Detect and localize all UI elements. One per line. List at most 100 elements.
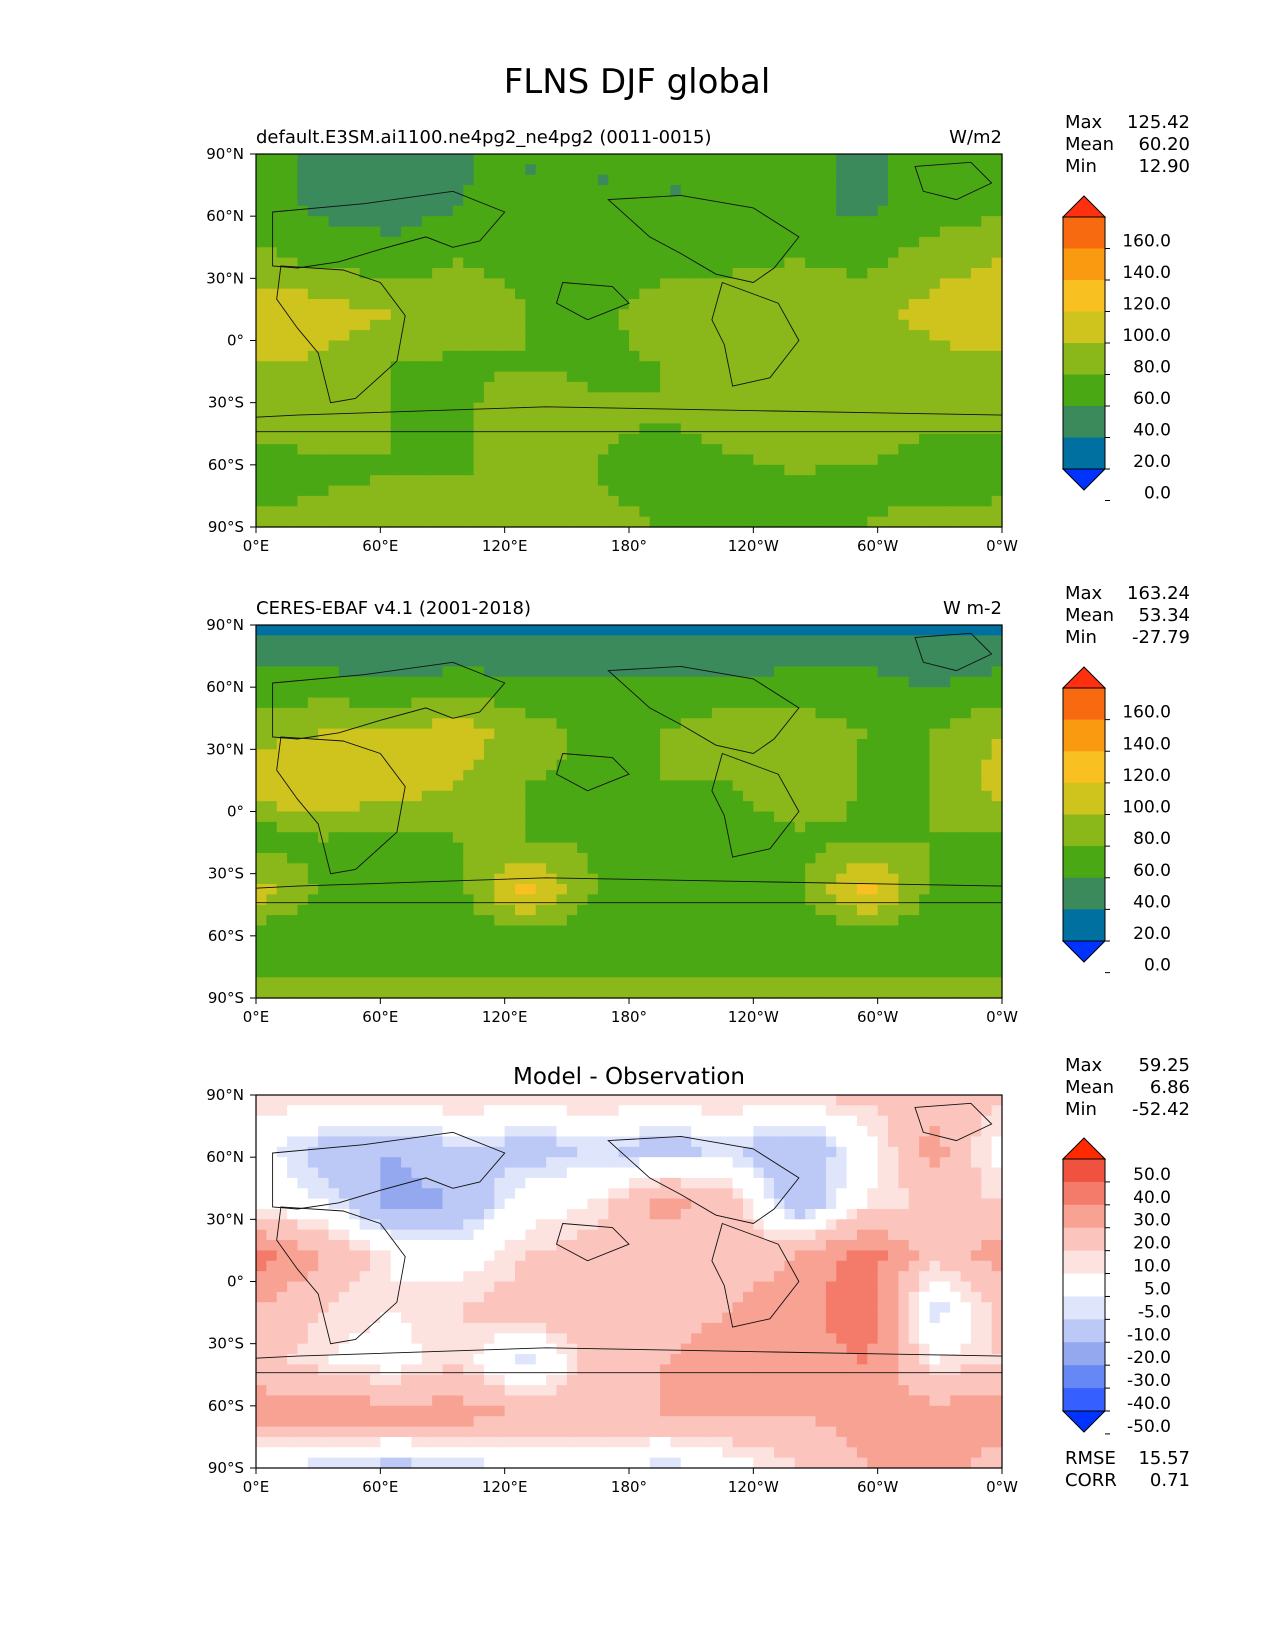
contour-cell: [266, 236, 278, 248]
contour-cell: [328, 925, 340, 937]
contour-cell: [846, 164, 858, 176]
contour-cell: [939, 309, 951, 321]
contour-cell: [380, 288, 392, 300]
contour-cell: [836, 350, 848, 362]
contour-cell: [452, 257, 464, 269]
contour-cell: [515, 738, 526, 750]
contour-cell: [919, 915, 931, 927]
contour-cell: [950, 350, 962, 362]
contour-cell: [929, 516, 941, 528]
contour-cell: [297, 666, 309, 678]
contour-cell: [307, 195, 319, 207]
contour-cell: [577, 832, 589, 844]
contour-cell: [888, 925, 899, 937]
contour-cell: [970, 288, 982, 300]
contour-cell: [266, 894, 278, 906]
contour-cell: [297, 309, 309, 321]
contour-cell: [805, 635, 817, 647]
contour-cell: [711, 821, 723, 833]
contour-cell: [774, 299, 786, 311]
contour-cell: [981, 267, 993, 279]
contour-cell: [535, 749, 547, 761]
contour-cell: [836, 811, 848, 823]
contour-cell: [981, 935, 993, 947]
contour-cell: [784, 821, 796, 833]
contour-cell: [960, 402, 972, 414]
contour-cell: [981, 707, 993, 719]
contour-cell: [867, 267, 879, 279]
contour-cell: [763, 454, 775, 466]
contour-cell: [566, 485, 578, 497]
contour-cell: [846, 842, 858, 854]
contour-cell: [836, 516, 848, 528]
contour-cell: [856, 475, 868, 487]
contour-cell: [287, 728, 299, 740]
contour-cell: [950, 516, 962, 528]
contour-cell: [774, 832, 786, 844]
contour-cell: [587, 728, 599, 740]
contour-cell: [753, 873, 765, 885]
contour-cell: [276, 625, 288, 636]
contour-cell: [649, 330, 661, 342]
contour-cell: [763, 728, 775, 740]
contour-cell: [639, 205, 651, 217]
contour-cell: [939, 801, 951, 813]
contour-cell: [898, 216, 910, 228]
contour-cell: [452, 625, 464, 636]
contour-cell: [556, 645, 568, 657]
contour-cell: [929, 257, 941, 269]
contour-cell: [639, 506, 651, 518]
contour-cell: [639, 904, 651, 916]
contour-cell: [483, 278, 495, 290]
contour-cell: [266, 676, 278, 688]
contour-cell: [784, 925, 796, 937]
contour-cell: [266, 278, 278, 290]
contour-cell: [349, 625, 361, 636]
contour-cell: [981, 216, 993, 228]
contour-cell: [328, 832, 340, 844]
contour-cell: [856, 625, 868, 636]
contour-cell: [287, 759, 299, 771]
contour-cell: [970, 433, 982, 445]
contour-cell: [929, 350, 941, 362]
contour-cell: [784, 205, 796, 217]
contour-cell: [836, 728, 848, 740]
contour-cell: [805, 495, 817, 507]
contour-cell: [587, 485, 599, 497]
contour-cell: [970, 330, 982, 342]
contour-cell: [483, 946, 495, 958]
contour-cell: [452, 216, 464, 228]
contour-cell: [701, 842, 713, 854]
contour-cell: [950, 164, 962, 176]
contour-cell: [276, 811, 288, 823]
contour-cell: [535, 154, 547, 165]
contour-cell: [691, 495, 703, 507]
contour-cell: [587, 454, 599, 466]
contour-cell: [556, 915, 568, 927]
contour-cell: [494, 925, 506, 937]
contour-cell: [753, 485, 765, 497]
contour-cell: [649, 164, 661, 176]
contour-cell: [566, 894, 578, 906]
contour-cell: [546, 278, 558, 290]
contour-cell: [877, 749, 889, 761]
contour-cell: [711, 464, 723, 476]
contour-cell: [421, 402, 433, 414]
contour-cell: [939, 738, 951, 750]
contour-cell: [877, 185, 889, 197]
colorbar-segment: [1063, 374, 1105, 407]
contour-cell: [473, 485, 485, 497]
contour-cell: [338, 935, 350, 947]
contour-cell: [898, 852, 910, 864]
contour-cell: [483, 340, 495, 352]
contour-cell: [763, 381, 775, 393]
contour-cell: [701, 687, 713, 699]
contour-cell: [535, 946, 547, 958]
contour-cell: [877, 288, 889, 300]
contour-cell: [515, 236, 526, 248]
contour-cell: [266, 413, 278, 424]
contour-cell: [380, 801, 392, 813]
contour-cell: [515, 821, 526, 833]
contour-cell: [660, 635, 672, 647]
contour-cell: [483, 852, 495, 864]
